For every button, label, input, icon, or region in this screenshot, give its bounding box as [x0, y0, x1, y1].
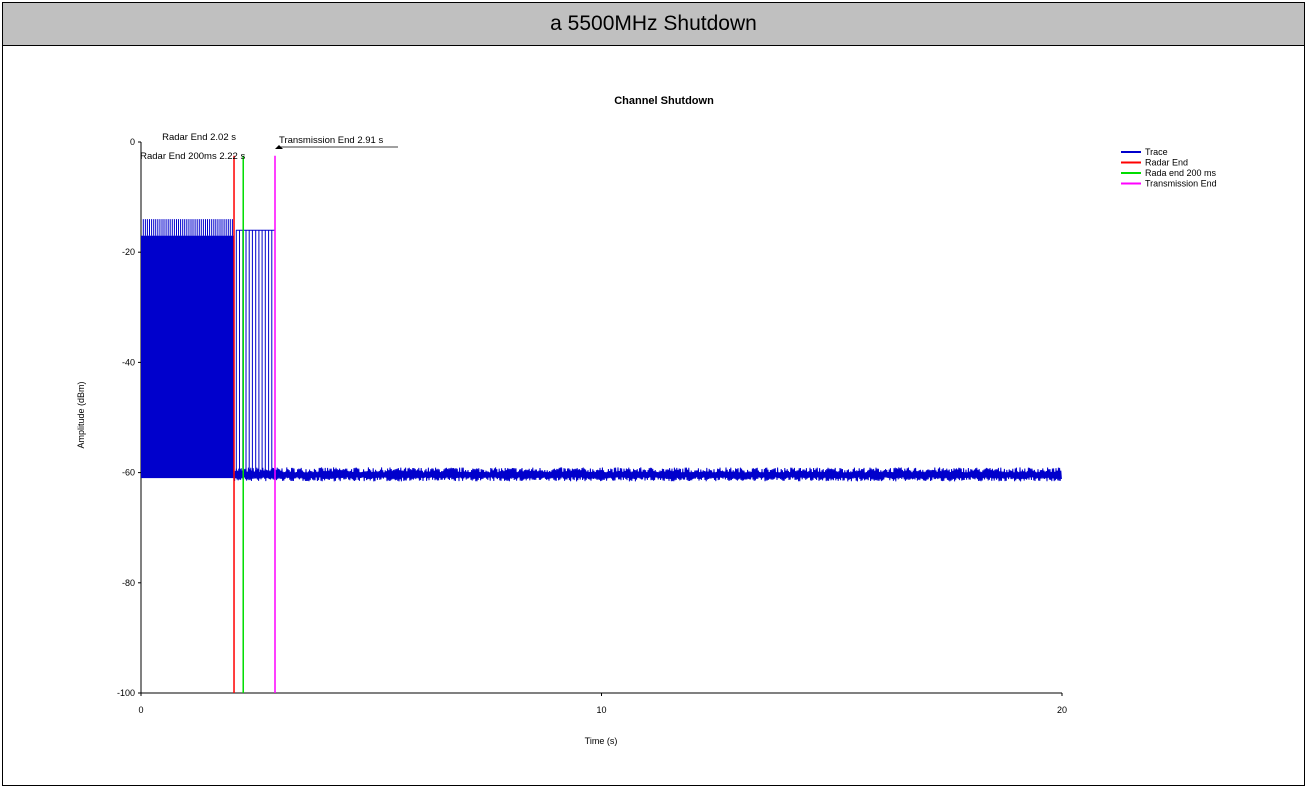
annotation-label: Transmission End 2.91 s: [279, 135, 383, 146]
legend-label: Trace: [1145, 147, 1168, 157]
y-tick-label: -80: [122, 578, 135, 588]
annotation-arrow-icon: [275, 145, 284, 149]
annotation-label: Radar End 2.02 s: [162, 132, 236, 143]
trace-series: [141, 219, 1062, 482]
trace-sparse-bursts: [235, 229, 276, 479]
trace-noise-floor: [233, 467, 1062, 482]
x-tick-label: 10: [596, 705, 606, 715]
trace-burst-block: [141, 235, 235, 479]
x-axis-label: Time (s): [585, 736, 618, 746]
y-tick-label: -100: [117, 688, 135, 698]
annotation-label: Radar End 200ms 2.22 s: [140, 151, 245, 162]
chart-title: Channel Shutdown: [614, 95, 714, 107]
legend-label: Rada end 200 ms: [1145, 168, 1217, 178]
y-tick-label: -60: [122, 468, 135, 478]
trace-burst-peaks: [142, 219, 233, 236]
figure-title: a 5500MHz Shutdown: [550, 12, 757, 35]
figure-header: a 5500MHz Shutdown: [3, 3, 1304, 46]
x-tick-label: 20: [1057, 705, 1067, 715]
legend-label: Transmission End: [1145, 179, 1217, 189]
y-axis-label: Amplitude (dBm): [76, 381, 86, 448]
legend-label: Radar End: [1145, 158, 1188, 168]
y-tick-label: -20: [122, 247, 135, 257]
y-tick-label: 0: [130, 137, 135, 147]
x-tick-label: 0: [138, 705, 143, 715]
y-tick-label: -40: [122, 357, 135, 367]
